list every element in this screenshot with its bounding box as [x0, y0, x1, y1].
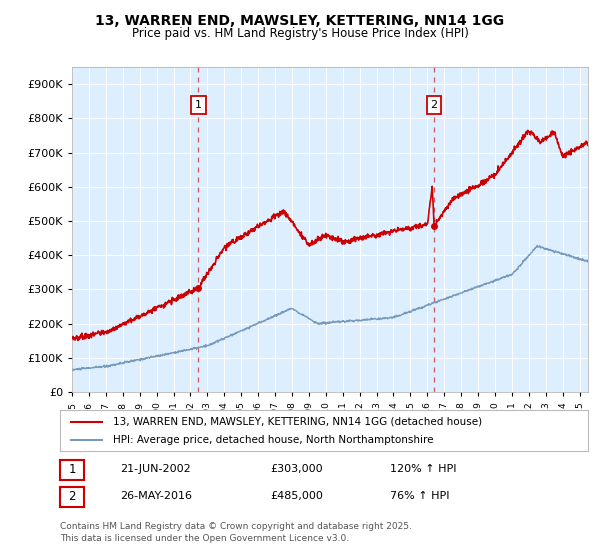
Text: Price paid vs. HM Land Registry's House Price Index (HPI): Price paid vs. HM Land Registry's House … — [131, 27, 469, 40]
Text: 2: 2 — [68, 490, 76, 503]
Text: 26-MAY-2016: 26-MAY-2016 — [120, 491, 192, 501]
Text: £485,000: £485,000 — [270, 491, 323, 501]
Text: Contains HM Land Registry data © Crown copyright and database right 2025.
This d: Contains HM Land Registry data © Crown c… — [60, 522, 412, 543]
Text: 1: 1 — [68, 463, 76, 477]
Text: 2: 2 — [430, 100, 437, 110]
Text: 21-JUN-2002: 21-JUN-2002 — [120, 464, 191, 474]
Text: 13, WARREN END, MAWSLEY, KETTERING, NN14 1GG (detached house): 13, WARREN END, MAWSLEY, KETTERING, NN14… — [113, 417, 482, 427]
Text: HPI: Average price, detached house, North Northamptonshire: HPI: Average price, detached house, Nort… — [113, 435, 433, 445]
Text: £303,000: £303,000 — [270, 464, 323, 474]
Text: 76% ↑ HPI: 76% ↑ HPI — [390, 491, 449, 501]
Text: 120% ↑ HPI: 120% ↑ HPI — [390, 464, 457, 474]
Text: 1: 1 — [195, 100, 202, 110]
Text: 13, WARREN END, MAWSLEY, KETTERING, NN14 1GG: 13, WARREN END, MAWSLEY, KETTERING, NN14… — [95, 14, 505, 28]
